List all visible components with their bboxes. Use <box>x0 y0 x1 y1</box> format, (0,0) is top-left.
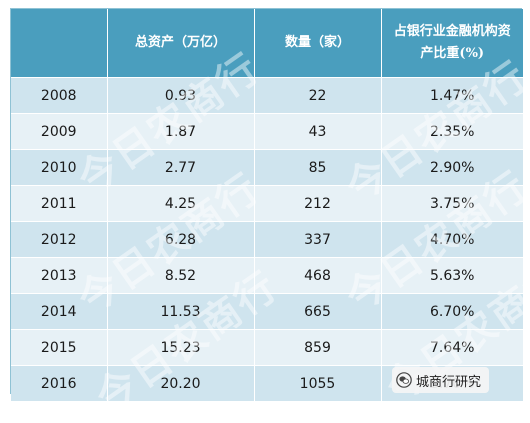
table-row: 2013 8.52 468 5.63% <box>11 257 523 294</box>
share-cell: 5.63% <box>381 257 523 294</box>
year-cell: 2013 <box>11 257 108 294</box>
wechat-icon <box>396 372 412 388</box>
count-cell: 212 <box>254 185 382 222</box>
source-badge[interactable]: 城商行研究 <box>392 367 490 393</box>
share-cell: 6.70% <box>381 293 523 330</box>
share-cell: 4.70% <box>381 221 523 258</box>
count-cell: 665 <box>254 293 382 330</box>
count-cell: 43 <box>254 113 382 150</box>
count-cell: 859 <box>254 329 382 366</box>
rural-bank-assets-table: 总资产（万亿） 数量（家） 占银行业金融机构资产比重(%) 2008 0.93 … <box>11 9 523 401</box>
header-asset-share: 占银行业金融机构资产比重(%) <box>381 9 523 78</box>
total-assets-cell: 2.77 <box>107 149 255 186</box>
year-cell: 2008 <box>11 77 108 114</box>
total-assets-cell: 4.25 <box>107 185 255 222</box>
total-assets-cell: 0.93 <box>107 77 255 114</box>
header-count: 数量（家） <box>254 9 382 78</box>
year-cell: 2009 <box>11 113 108 150</box>
year-cell: 2012 <box>11 221 108 258</box>
total-assets-cell: 6.28 <box>107 221 255 258</box>
count-cell: 468 <box>254 257 382 294</box>
count-cell: 85 <box>254 149 382 186</box>
total-assets-cell: 8.52 <box>107 257 255 294</box>
share-cell: 2.90% <box>381 149 523 186</box>
header-total-assets: 总资产（万亿） <box>107 9 255 78</box>
total-assets-cell: 11.53 <box>107 293 255 330</box>
count-cell: 337 <box>254 221 382 258</box>
share-cell: 3.75% <box>381 185 523 222</box>
badge-label: 城商行研究 <box>416 374 482 390</box>
table-row: 2012 6.28 337 4.70% <box>11 221 523 258</box>
share-cell: 1.47% <box>381 77 523 114</box>
table-header-row: 总资产（万亿） 数量（家） 占银行业金融机构资产比重(%) <box>11 9 523 78</box>
count-cell: 22 <box>254 77 382 114</box>
total-assets-cell: 20.20 <box>107 365 255 401</box>
count-cell: 1055 <box>254 365 382 401</box>
share-cell: 2.35% <box>381 113 523 150</box>
table-row: 2008 0.93 22 1.47% <box>11 77 523 114</box>
year-cell: 2010 <box>11 149 108 186</box>
table-row: 2009 1.87 43 2.35% <box>11 113 523 150</box>
table-row: 2010 2.77 85 2.90% <box>11 149 523 186</box>
total-assets-cell: 1.87 <box>107 113 255 150</box>
year-cell: 2011 <box>11 185 108 222</box>
table-row: 2015 15.23 859 7.64% <box>11 329 523 366</box>
table-row: 2011 4.25 212 3.75% <box>11 185 523 222</box>
total-assets-cell: 15.23 <box>107 329 255 366</box>
table-row: 2014 11.53 665 6.70% <box>11 293 523 330</box>
year-cell: 2016 <box>11 365 108 401</box>
data-table-container: 总资产（万亿） 数量（家） 占银行业金融机构资产比重(%) 2008 0.93 … <box>10 8 523 401</box>
header-year <box>11 9 108 78</box>
share-cell: 7.64% <box>381 329 523 366</box>
year-cell: 2014 <box>11 293 108 330</box>
year-cell: 2015 <box>11 329 108 366</box>
